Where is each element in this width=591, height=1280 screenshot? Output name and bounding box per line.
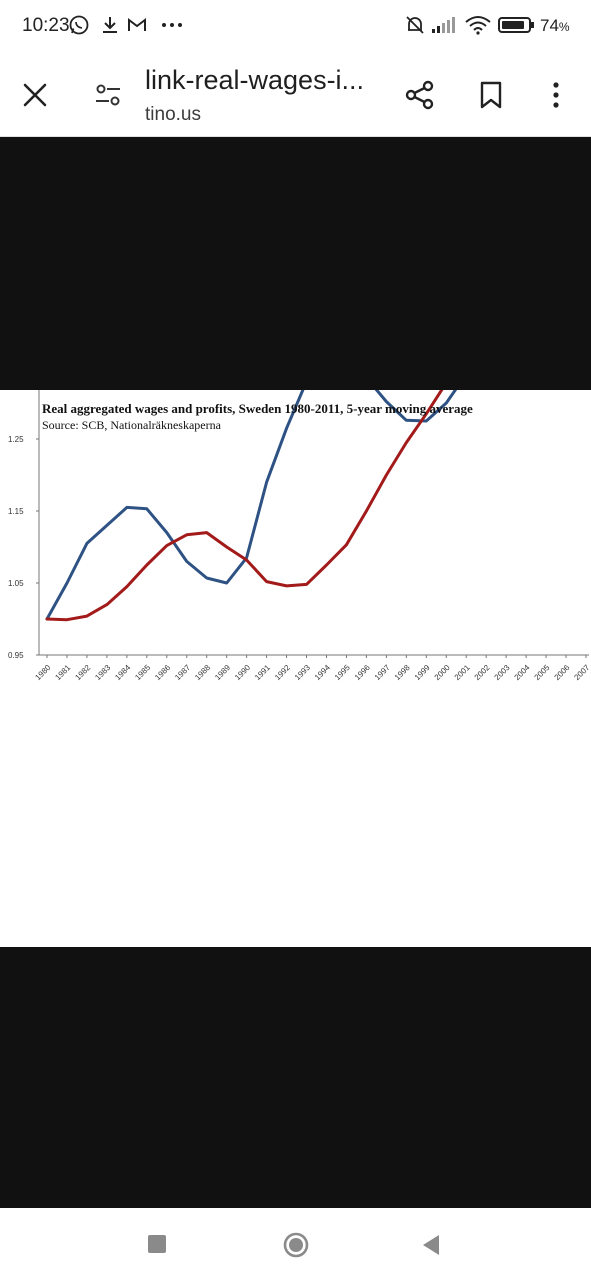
page-domain[interactable]: tino.us: [145, 104, 201, 125]
x-tick-label: 1987: [173, 663, 192, 682]
home-icon: [283, 1232, 309, 1258]
close-icon: [23, 83, 47, 107]
browser-toolbar: link-real-wages-i... tino.us: [0, 52, 591, 137]
x-tick-label: 2003: [493, 663, 512, 682]
site-settings-button[interactable]: [94, 82, 122, 113]
x-tick-label: 2006: [553, 663, 572, 682]
x-tick-label: 2007: [572, 663, 591, 682]
mute-bell-icon: [406, 16, 424, 34]
whatsapp-icon: [69, 15, 89, 35]
share-button[interactable]: [405, 80, 435, 115]
x-tick-label: 2002: [473, 663, 492, 682]
x-tick-label: 1992: [273, 663, 292, 682]
download-icon: [103, 17, 117, 33]
x-tick-label: 1988: [193, 663, 212, 682]
status-bar: 10:23 74%: [0, 0, 591, 52]
x-tick-label: 1984: [113, 663, 132, 682]
x-tick-label: 2004: [513, 663, 532, 682]
recent-apps-button[interactable]: [148, 1235, 166, 1258]
gmail-icon: [128, 18, 146, 31]
x-tick-label: 2001: [453, 663, 472, 682]
bookmark-icon: [480, 81, 502, 109]
chart-title: Real aggregated wages and profits, Swede…: [42, 401, 473, 416]
x-tick-label: 1995: [333, 663, 352, 682]
chart-subtitle: Source: SCB, Nationalräkneskaperna: [42, 418, 221, 432]
back-icon: [423, 1235, 439, 1255]
x-tick-label: 2005: [533, 663, 552, 682]
status-time: 10:23: [22, 15, 70, 36]
x-tick-label: 1980: [33, 663, 52, 682]
navigation-bar: [0, 1208, 591, 1280]
x-tick-label: 1999: [413, 663, 432, 682]
y-tick-label: 0.95: [8, 651, 24, 660]
series-line-capital: [45, 390, 458, 621]
y-tick-label: 1.25: [8, 435, 24, 444]
x-tick-label: 1991: [253, 663, 272, 682]
x-tick-label: 1990: [233, 663, 252, 682]
line-chart: 0.951.051.151.251.351.451.551.6519801981…: [8, 390, 591, 682]
x-tick-label: 1985: [133, 663, 152, 682]
x-tick-label: 1998: [393, 663, 412, 682]
chart-image: 0.951.051.151.251.351.451.551.6519801981…: [0, 390, 591, 947]
recent-apps-icon: [148, 1235, 166, 1253]
close-button[interactable]: [22, 82, 48, 113]
more-vert-icon: [553, 82, 559, 108]
page-title[interactable]: link-real-wages-i...: [145, 65, 365, 95]
x-tick-label: 1982: [73, 663, 92, 682]
battery-icon: [498, 17, 534, 33]
site-settings-icon: [96, 84, 120, 106]
y-tick-label: 1.05: [8, 579, 24, 588]
battery-percent: 74%: [540, 16, 570, 35]
x-tick-label: 1997: [373, 663, 392, 682]
bookmark-button[interactable]: [479, 81, 503, 114]
more-options-button[interactable]: [546, 81, 566, 114]
x-tick-label: 1994: [313, 663, 332, 682]
x-tick-label: 1981: [53, 663, 72, 682]
series-line-wage: [45, 390, 444, 622]
image-viewer[interactable]: 0.951.051.151.251.351.451.551.6519801981…: [0, 137, 591, 1208]
more-notifications-icon: [162, 23, 182, 27]
share-icon: [405, 80, 434, 110]
x-tick-label: 1993: [293, 663, 312, 682]
x-tick-label: 1986: [153, 663, 172, 682]
x-tick-label: 2000: [433, 663, 452, 682]
y-tick-label: 1.15: [8, 507, 24, 516]
signal-icon: [432, 17, 455, 33]
x-tick-label: 1989: [213, 663, 232, 682]
wifi-icon: [465, 16, 491, 35]
x-tick-label: 1983: [93, 663, 112, 682]
home-button[interactable]: [283, 1232, 309, 1263]
back-button[interactable]: [421, 1234, 441, 1261]
x-tick-label: 1996: [353, 663, 372, 682]
